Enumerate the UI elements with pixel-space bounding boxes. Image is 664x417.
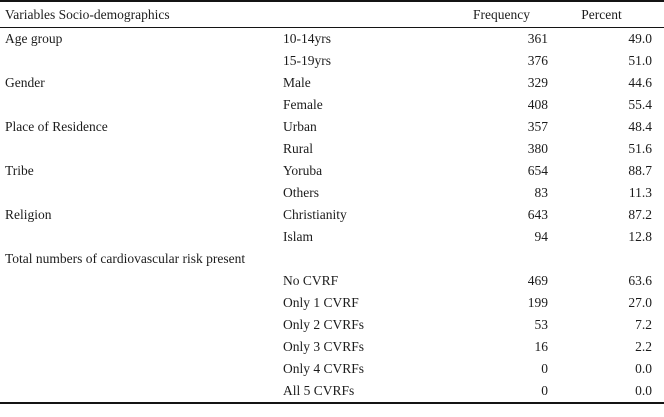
percent-cell: 88.7: [628, 163, 652, 178]
group-cell: [0, 270, 283, 292]
frequency-cell: 469: [527, 273, 548, 288]
group-cell: [0, 94, 283, 116]
category-cell: Only 4 CVRFs: [283, 361, 365, 376]
group-cell: [0, 182, 283, 204]
percent-cell: 51.0: [628, 53, 652, 68]
category-cell: Only 3 CVRFs: [283, 339, 365, 354]
table-row: Tribe Yoruba 654 88.7: [0, 160, 664, 182]
table-row: Only 3 CVRFs 16 2.2: [0, 336, 664, 358]
percent-cell: 44.6: [628, 75, 652, 90]
category-cell: No CVRF: [283, 273, 339, 288]
frequency-cell: 361: [527, 31, 548, 46]
category-cell: Only 1 CVRF: [283, 295, 359, 310]
group-cell: Tribe: [5, 163, 34, 178]
category-cell: All 5 CVRFs: [283, 383, 355, 398]
frequency-cell: 16: [534, 339, 549, 354]
group-cell: [0, 226, 283, 248]
group-cell: [0, 380, 283, 403]
category-cell: Female: [283, 97, 323, 112]
group-cell: [0, 336, 283, 358]
percent-cell: 27.0: [628, 295, 652, 310]
group-cell: [0, 314, 283, 336]
col-header-variables: Variables Socio-demographics: [0, 1, 283, 28]
table-row: Rural 380 51.6: [0, 138, 664, 160]
frequency-cell: 53: [534, 317, 549, 332]
table-row: No CVRF 469 63.6: [0, 270, 664, 292]
frequency-cell: 376: [527, 53, 548, 68]
category-cell: Only 2 CVRFs: [283, 317, 365, 332]
percent-cell: 49.0: [628, 31, 652, 46]
percent-cell: 12.8: [628, 229, 652, 244]
frequency-cell: 199: [527, 295, 548, 310]
category-cell: Urban: [283, 119, 317, 134]
category-cell: Others: [283, 185, 319, 200]
category-cell: 10-14yrs: [283, 31, 331, 46]
group-cell: Total numbers of cardiovascular risk pre…: [5, 251, 246, 266]
percent-cell: 63.6: [628, 273, 652, 288]
group-cell: [0, 292, 283, 314]
percent-cell: 55.4: [628, 97, 652, 112]
frequency-cell: 329: [527, 75, 548, 90]
group-cell: Place of Residence: [5, 119, 108, 134]
percent-cell: 0.0: [635, 383, 652, 398]
table-row: Only 4 CVRFs 0 0.0: [0, 358, 664, 380]
category-cell: Rural: [283, 141, 313, 156]
percent-cell: 51.6: [628, 141, 652, 156]
frequency-cell: 94: [534, 229, 549, 244]
table-row: Female 408 55.4: [0, 94, 664, 116]
frequency-cell: 408: [527, 97, 548, 112]
percent-cell: 0.0: [635, 361, 652, 376]
frequency-cell: 643: [527, 207, 548, 222]
col-header-category: [283, 1, 455, 28]
frequency-cell: 357: [527, 119, 548, 134]
frequency-cell: 380: [527, 141, 548, 156]
percent-cell: 11.3: [628, 185, 652, 200]
table-row: Only 2 CVRFs 53 7.2: [0, 314, 664, 336]
percent-cell: 48.4: [628, 119, 652, 134]
frequency-cell: [455, 248, 551, 270]
header-row: Variables Socio-demographics Frequency P…: [0, 1, 664, 28]
group-cell: Religion: [5, 207, 52, 222]
percent-cell: 2.2: [635, 339, 652, 354]
group-cell: Gender: [5, 75, 45, 90]
table-row: Age group 10-14yrs 361 49.0: [0, 28, 664, 51]
percent-cell: [551, 248, 664, 270]
table-row: Place of Residence Urban 357 48.4: [0, 116, 664, 138]
col-header-percent: Percent: [551, 1, 664, 28]
table-row: 15-19yrs 376 51.0: [0, 50, 664, 72]
frequency-cell: 0: [541, 383, 548, 398]
table-row: Gender Male 329 44.6: [0, 72, 664, 94]
table-row: All 5 CVRFs 0 0.0: [0, 380, 664, 403]
frequency-cell: 83: [534, 185, 549, 200]
socio-demographics-table: Variables Socio-demographics Frequency P…: [0, 0, 664, 404]
frequency-cell: 0: [541, 361, 548, 376]
category-cell: Yoruba: [283, 163, 323, 178]
table-row: Religion Christianity 643 87.2: [0, 204, 664, 226]
frequency-cell: 654: [527, 163, 548, 178]
group-cell: Age group: [5, 31, 63, 46]
category-cell: [283, 248, 455, 270]
group-cell: [0, 50, 283, 72]
group-cell: [0, 138, 283, 160]
table-row: Islam 94 12.8: [0, 226, 664, 248]
table-row: Others 83 11.3: [0, 182, 664, 204]
percent-cell: 7.2: [635, 317, 652, 332]
category-cell: 15-19yrs: [283, 53, 331, 68]
category-cell: Male: [283, 75, 311, 90]
category-cell: Islam: [283, 229, 313, 244]
table-row: Only 1 CVRF 199 27.0: [0, 292, 664, 314]
category-cell: Christianity: [283, 207, 347, 222]
group-cell: [0, 358, 283, 380]
col-header-frequency: Frequency: [455, 1, 551, 28]
table-row-section-total: Total numbers of cardiovascular risk pre…: [0, 248, 664, 270]
percent-cell: 87.2: [628, 207, 652, 222]
